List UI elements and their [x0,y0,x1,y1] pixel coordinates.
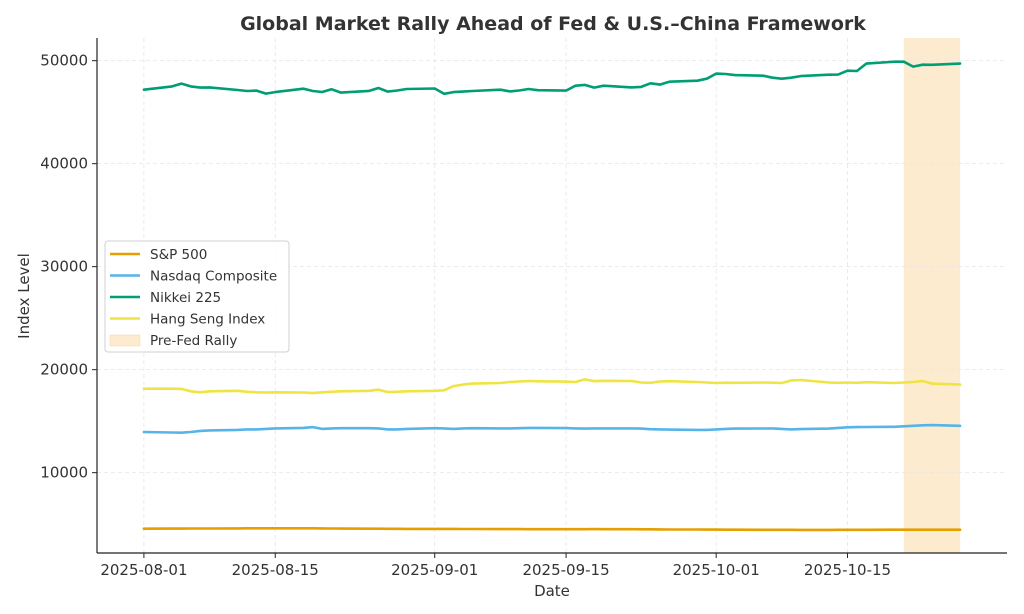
legend-item-nikkei-225: Nikkei 225 [110,290,221,306]
legend-swatch [109,334,141,347]
y-axis-label: Index Level [15,253,33,339]
tick-labels: 2025-08-01 2025-08-15 2025-09-01 2025-09-15… [40,52,891,579]
x-tick-label: 2025-10-01 [673,561,760,579]
y-tick-label: 50000 [40,52,88,70]
legend-label: Hang Seng Index [150,312,265,328]
series-line-nikkei-225 [142,60,962,96]
legend-item-pre-fed-rally: Pre-Fed Rally [109,333,237,349]
shaded-region-pre-fed-rally [903,38,961,553]
y-tick-label: 30000 [40,258,88,276]
legend-label: Nasdaq Composite [150,269,277,285]
series-line-s-p-500 [142,526,962,532]
y-tick-label: 40000 [40,155,88,173]
legend-label: Nikkei 225 [150,290,221,306]
y-tick-label: 10000 [40,464,88,482]
shaded-region-layer [903,38,961,553]
legend-label: Pre-Fed Rally [150,333,237,349]
gridlines [97,38,1007,553]
legend-item-s-p-500: S&P 500 [110,247,207,263]
x-tick-label: 2025-09-15 [522,561,609,579]
series-layer [142,60,962,532]
x-tick-label: 2025-09-01 [391,561,478,579]
legend-item-nasdaq-composite: Nasdaq Composite [110,269,277,285]
legend-box [104,240,290,353]
legend: S&P 500 Nasdaq Composite Nikkei 225 Hang Se… [104,240,290,353]
legend-item-hang-seng-index: Hang Seng Index [110,312,265,328]
y-tick-label: 20000 [40,361,88,379]
axes [96,38,1007,554]
series-line-hang-seng-index [142,378,962,395]
series-line-nasdaq-composite [142,423,962,435]
x-axis-label: Date [534,582,570,600]
chart-title: Global Market Rally Ahead of Fed & U.S.–… [240,13,866,35]
x-tick-label: 2025-08-01 [100,561,187,579]
x-tick-label: 2025-08-15 [232,561,319,579]
x-tick-label: 2025-10-15 [804,561,891,579]
legend-label: S&P 500 [150,247,207,263]
